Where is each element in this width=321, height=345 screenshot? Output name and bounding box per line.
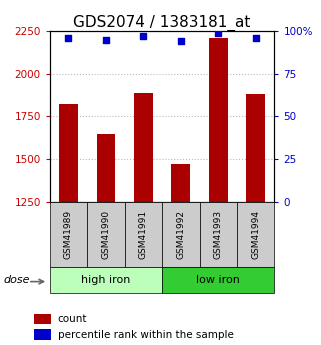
Title: GDS2074 / 1383181_at: GDS2074 / 1383181_at (74, 15, 251, 31)
Text: GSM41994: GSM41994 (251, 210, 260, 259)
Bar (209, 38, 228, 202)
Point (216, 30, 221, 36)
Bar (125, 202, 162, 267)
Bar (162, 267, 274, 293)
Bar (162, 202, 200, 267)
Text: GSM41993: GSM41993 (214, 210, 223, 259)
Text: GSM41990: GSM41990 (101, 210, 110, 259)
Point (103, 37, 108, 42)
Point (141, 33, 146, 39)
Text: GSM41989: GSM41989 (64, 210, 73, 259)
Bar (97, 134, 115, 202)
Bar (247, 94, 265, 202)
Text: low iron: low iron (196, 275, 240, 285)
Text: percentile rank within the sample: percentile rank within the sample (58, 330, 234, 340)
Bar (171, 164, 190, 202)
Bar (237, 202, 274, 267)
Bar (200, 202, 237, 267)
Point (66, 35, 71, 41)
Bar (50, 267, 162, 293)
Bar (87, 202, 125, 267)
Point (253, 35, 258, 41)
Text: high iron: high iron (81, 275, 131, 285)
Text: GSM41992: GSM41992 (176, 210, 185, 259)
Point (178, 39, 183, 44)
Text: GSM41991: GSM41991 (139, 210, 148, 259)
Bar (50, 202, 87, 267)
Bar (59, 105, 78, 202)
Bar (34, 329, 51, 340)
Text: dose: dose (3, 275, 30, 285)
Bar (134, 92, 153, 202)
Text: count: count (58, 314, 87, 324)
Bar (34, 314, 51, 324)
